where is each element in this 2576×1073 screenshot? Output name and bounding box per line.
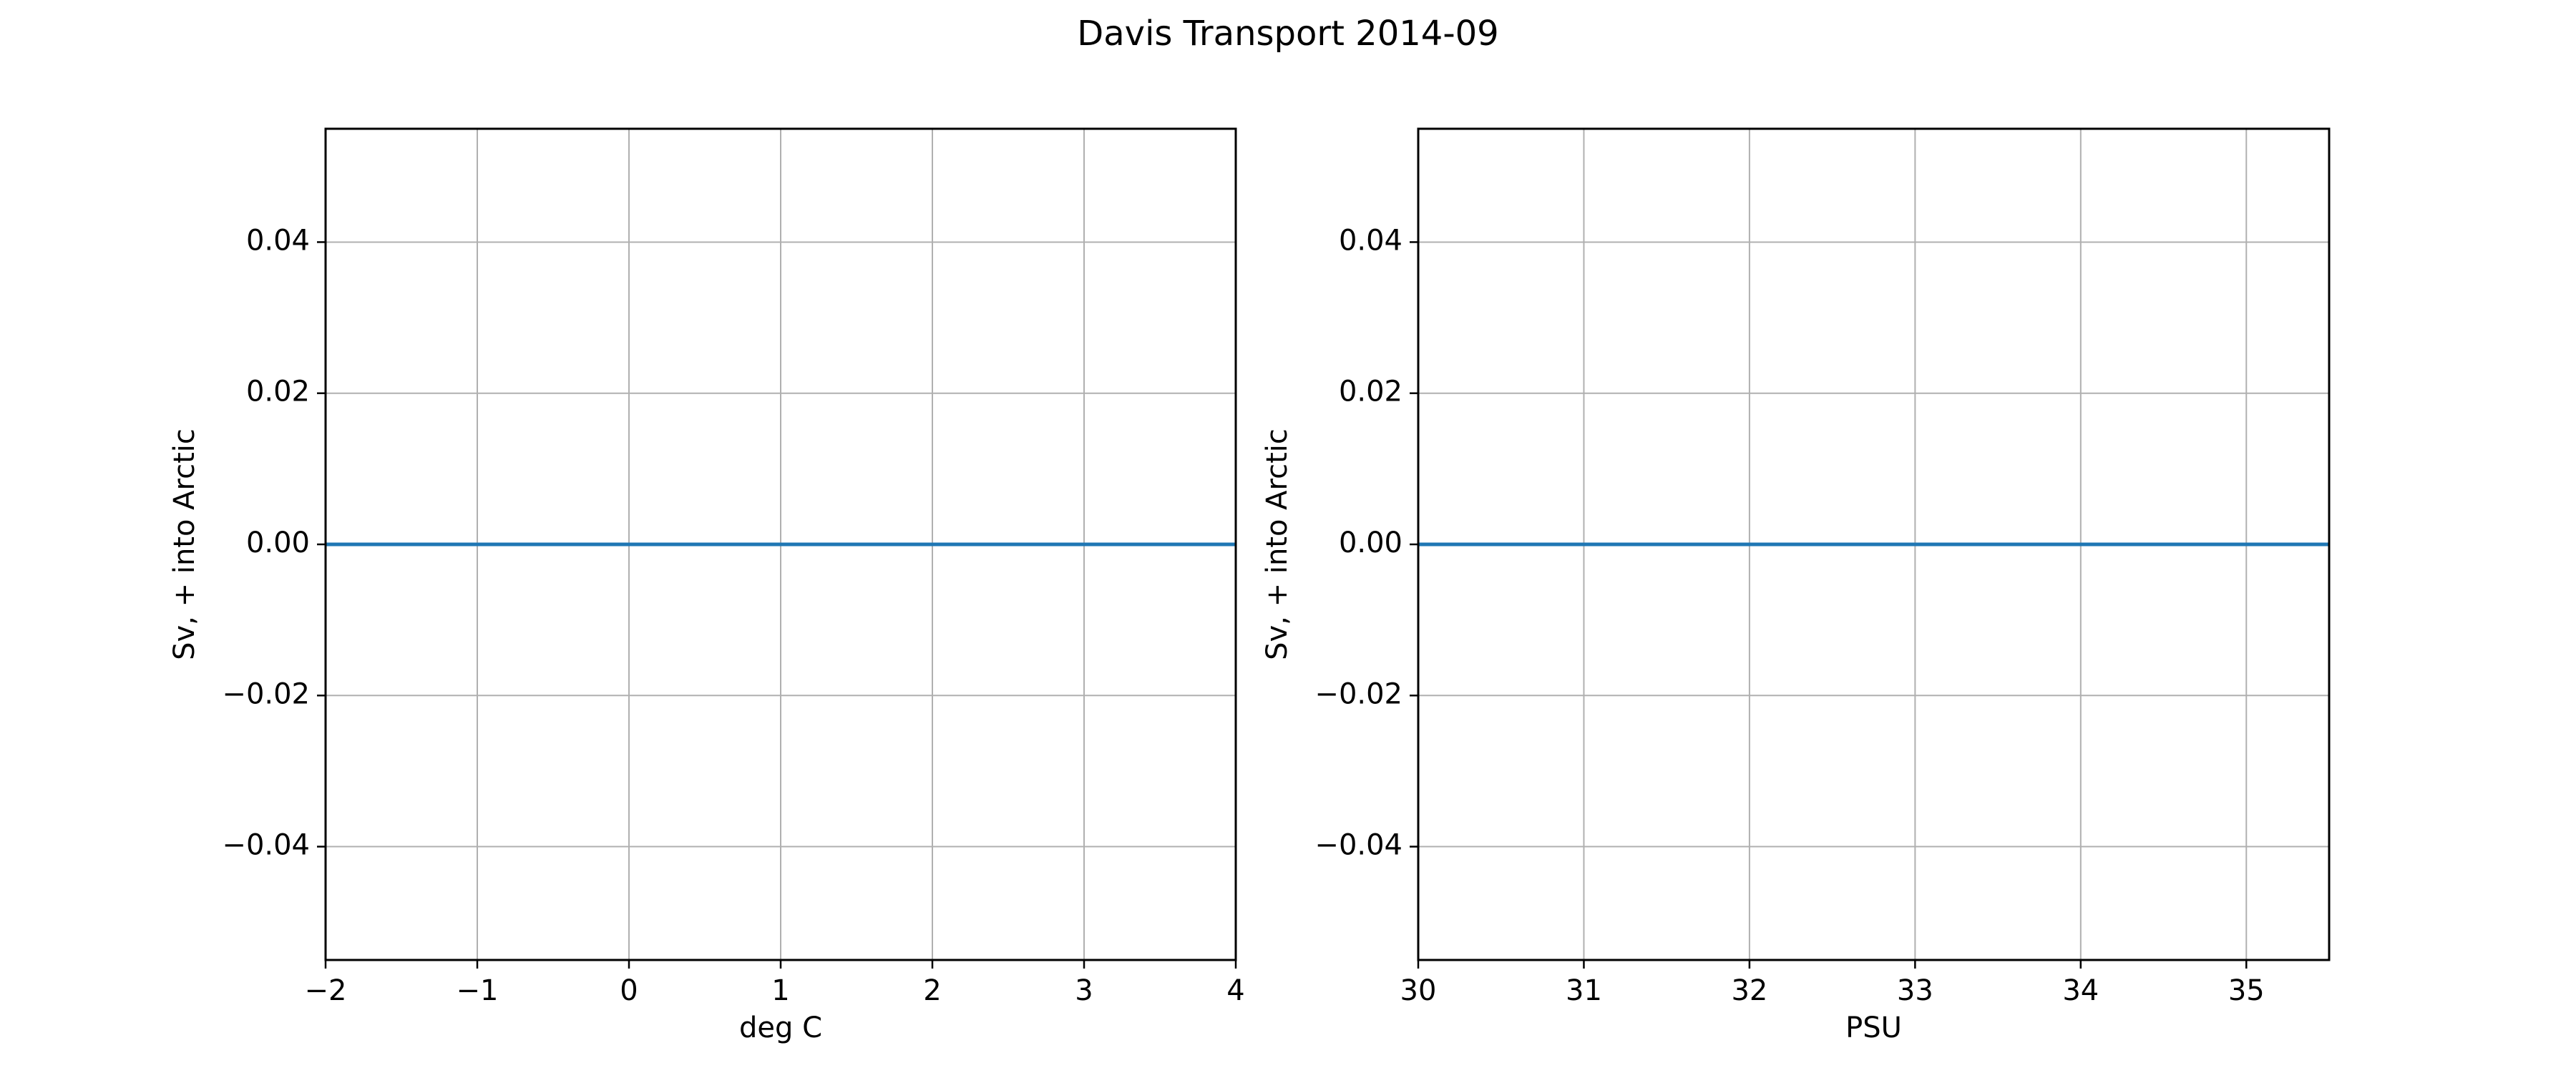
temperature-ytick-label: −0.04 (222, 829, 310, 862)
salinity-yaxis-label: Sv, + into Arctic (1261, 428, 1294, 660)
temperature-xtick-label: 4 (1226, 974, 1244, 1007)
salinity-ytick-label: −0.04 (1314, 829, 1402, 862)
salinity-ytick-label: 0.00 (1339, 526, 1402, 559)
temperature-ytick-label: 0.04 (246, 224, 310, 257)
temperature-ytick-label: 0.02 (246, 376, 310, 408)
temperature-xtick-label: 0 (620, 974, 638, 1007)
salinity-xaxis-label: PSU (1845, 1011, 1902, 1044)
temperature-xtick-label: 2 (923, 974, 941, 1007)
temperature-xtick-label: 3 (1075, 974, 1093, 1007)
salinity-ytick-label: −0.02 (1314, 677, 1402, 710)
temperature-xaxis-label: deg C (739, 1011, 822, 1044)
temperature-ytick-label: −0.02 (222, 677, 310, 710)
salinity-xtick-label: 35 (2228, 974, 2265, 1007)
figure-title: Davis Transport 2014-09 (1077, 14, 1498, 54)
temperature-ytick-label: 0.00 (246, 526, 310, 559)
salinity-xtick-label: 32 (1731, 974, 1767, 1007)
salinity-xtick-label: 30 (1400, 974, 1437, 1007)
salinity-xtick-label: 33 (1897, 974, 1933, 1007)
temperature-xtick-label: −2 (305, 974, 347, 1007)
salinity-xtick-label: 34 (2062, 974, 2099, 1007)
temperature-yaxis-label: Sv, + into Arctic (168, 428, 201, 660)
salinity-ytick-label: 0.02 (1339, 376, 1402, 408)
salinity-xtick-label: 31 (1566, 974, 1602, 1007)
salinity-ytick-label: 0.04 (1339, 224, 1402, 257)
temperature-xtick-label: −1 (457, 974, 499, 1007)
temperature-panel: −2 −1 0 1 2 3 4 −0.04 −0.02 0.00 0.02 0.04 deg C Sv, … (168, 127, 1245, 1044)
temperature-xtick-label: 1 (771, 974, 789, 1007)
salinity-panel: 30 31 32 33 34 35 −0.04 −0.02 0.00 0.02 0.04 PSU Sv,… (1261, 127, 2331, 1044)
